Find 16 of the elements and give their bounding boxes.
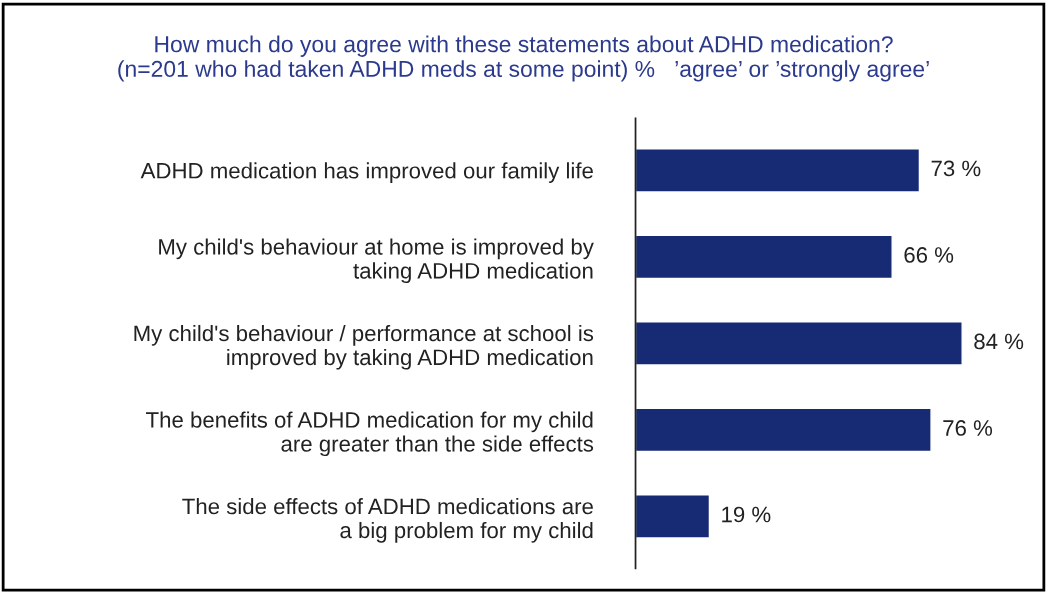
- bar: [635, 494, 711, 539]
- data-label: 73 %: [931, 160, 981, 177]
- bar: [635, 321, 963, 366]
- y-tick-label: My child's behaviour / performance at school is improved by taking ADHD medication: [134, 324, 594, 370]
- data-label: 19 %: [722, 506, 771, 523]
- data-label: 76 %: [943, 420, 993, 436]
- data-label: 66 %: [904, 247, 954, 263]
- y-tick-label: The benefits of ADHD medication for my child are greater than the side effects: [146, 411, 594, 457]
- bar: [635, 147, 921, 193]
- y-tick-label: The side effects of ADHD medications are a big problem for my child: [182, 498, 593, 543]
- bar: [635, 234, 893, 280]
- chart-title: How much do you agree with these statements about ADHD medication? (n=201 who had taken ADHD meds at some point) % ’agree’ or ’strongly agree’: [118, 35, 929, 82]
- data-label: 84 %: [974, 333, 1024, 350]
- y-tick-label: My child's behaviour at home is improved by taking ADHD medication: [159, 238, 594, 284]
- bar: [635, 407, 932, 453]
- y-tick-label: ADHD medication has improved our family life: [140, 162, 593, 183]
